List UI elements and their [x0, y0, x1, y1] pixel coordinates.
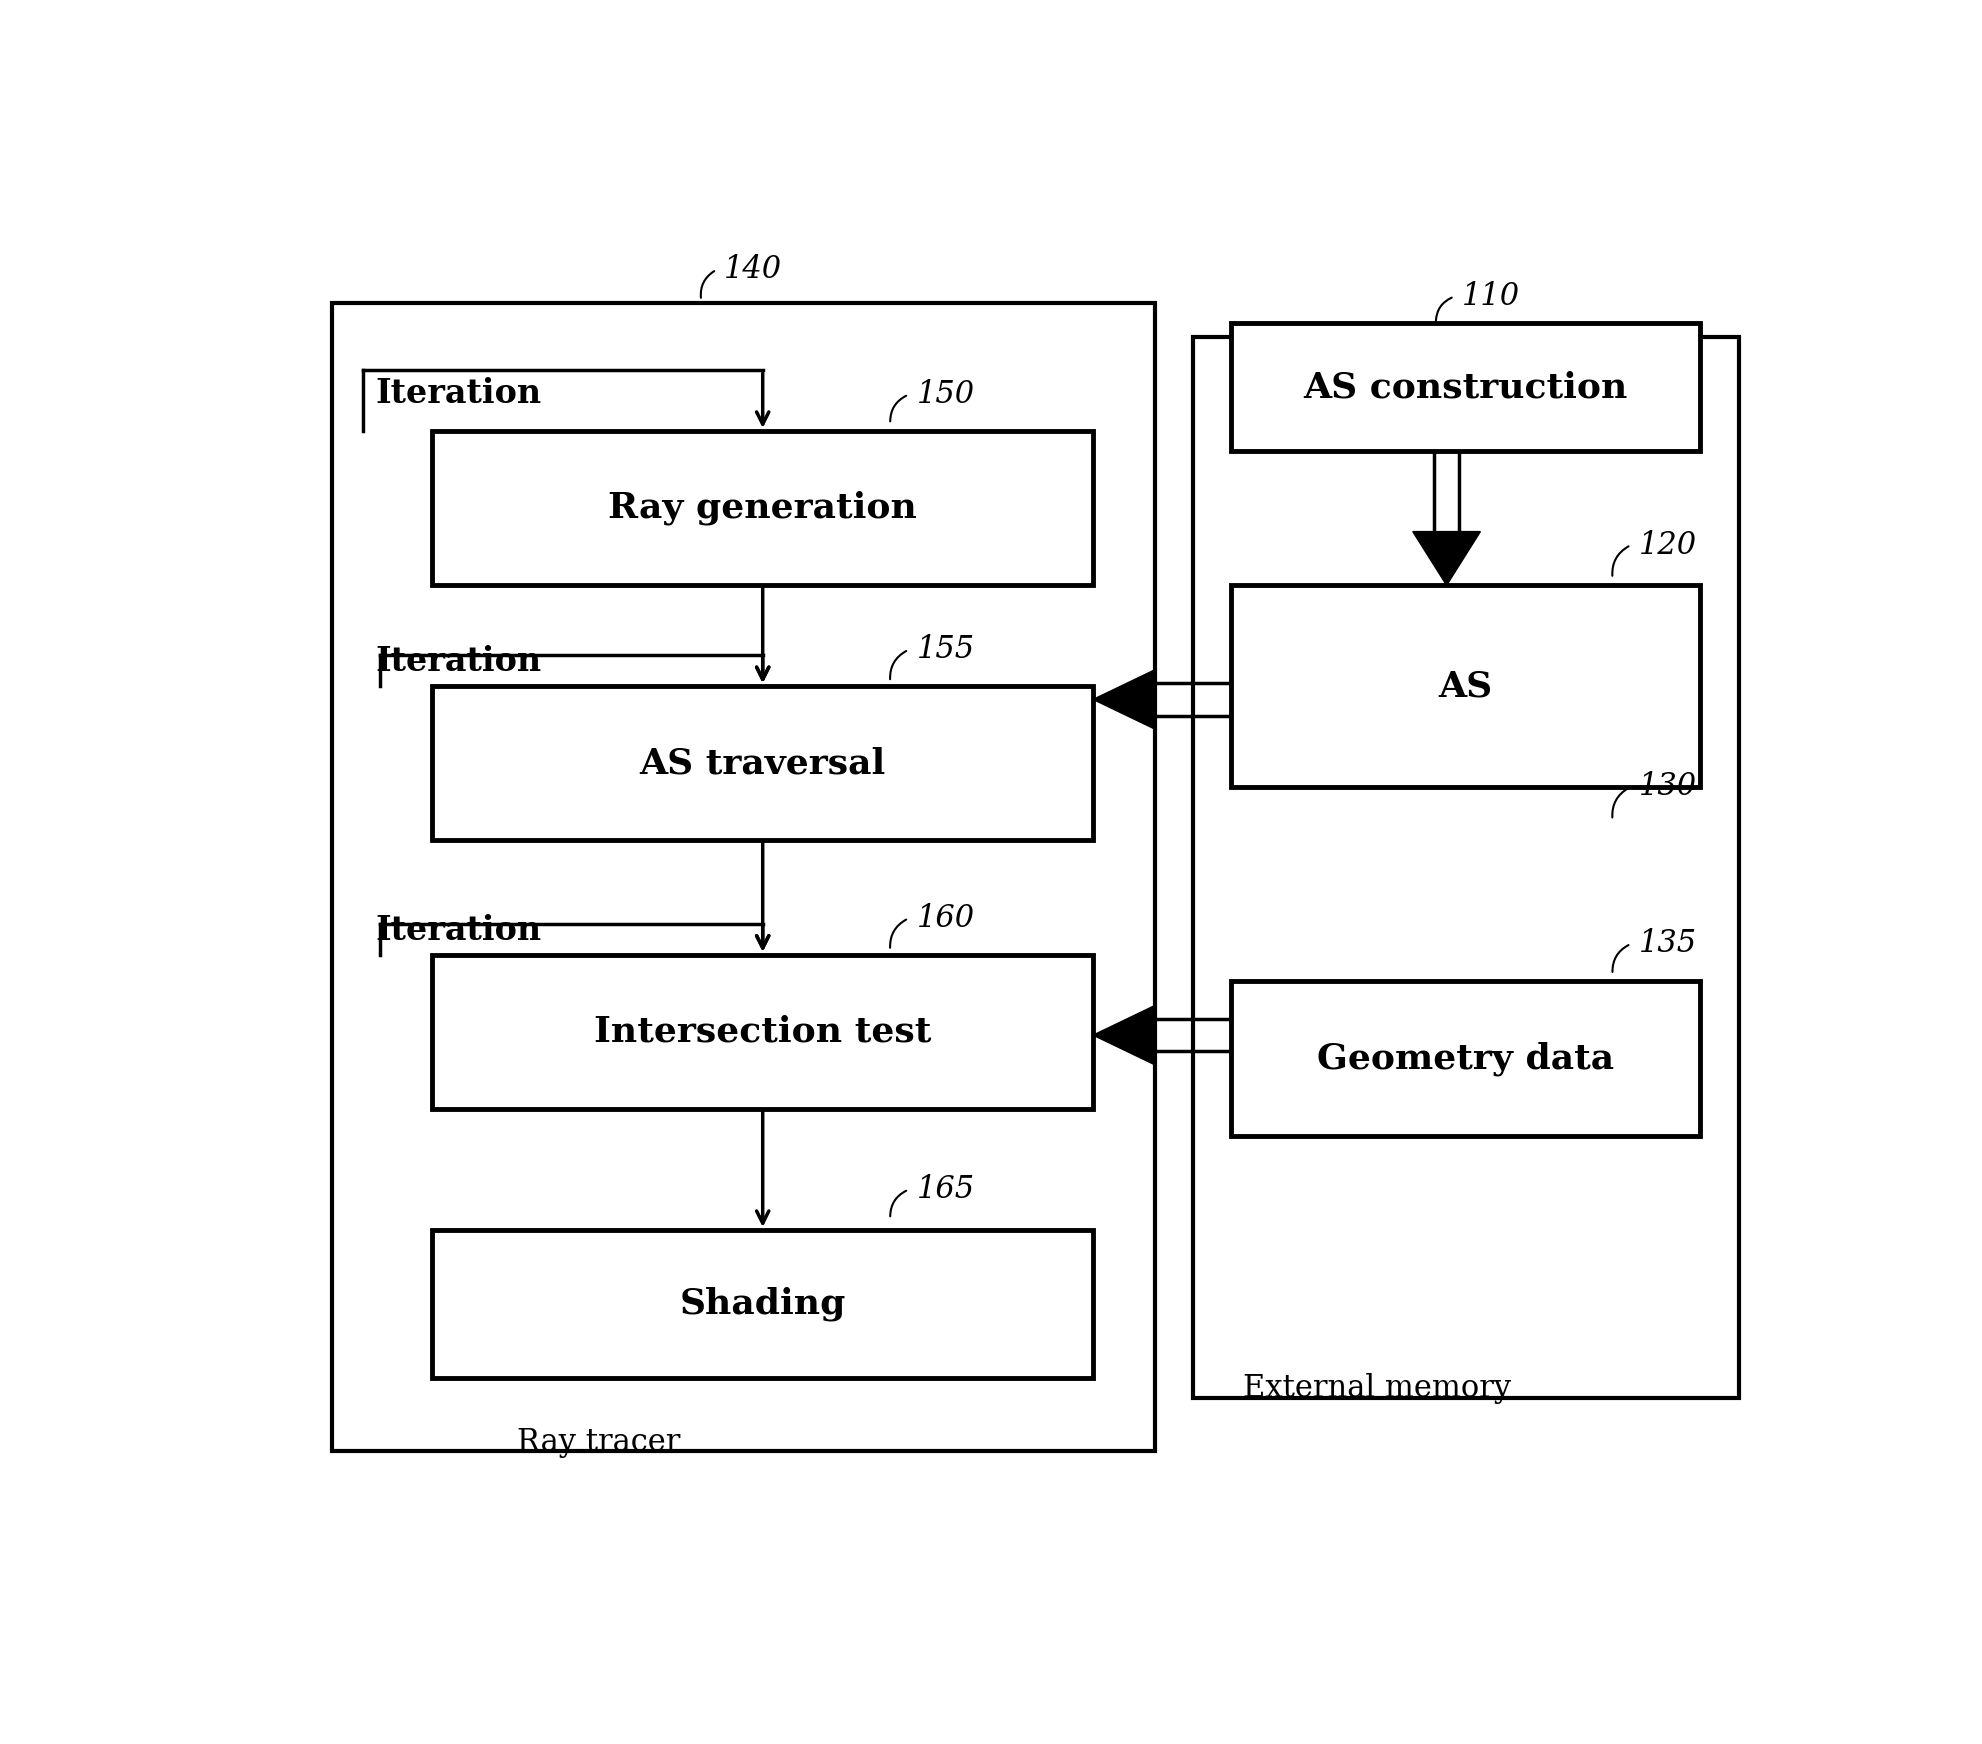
Text: 155: 155 — [916, 635, 973, 664]
Text: Ray generation: Ray generation — [608, 490, 918, 525]
Text: Iteration: Iteration — [375, 377, 541, 410]
Polygon shape — [1092, 1006, 1154, 1064]
Bar — [432, 954, 1092, 1109]
Text: 130: 130 — [1637, 771, 1697, 802]
Text: 140: 140 — [723, 255, 783, 286]
Bar — [1193, 337, 1738, 1397]
Text: 110: 110 — [1461, 281, 1520, 312]
Bar — [333, 303, 1154, 1451]
Polygon shape — [1092, 670, 1154, 729]
Text: External memory: External memory — [1243, 1373, 1510, 1404]
Bar — [1231, 586, 1699, 787]
Text: Ray tracer: Ray tracer — [517, 1427, 680, 1458]
Text: Geometry data: Geometry data — [1316, 1041, 1613, 1076]
Text: AS: AS — [1439, 670, 1492, 703]
Text: Iteration: Iteration — [375, 914, 541, 947]
Polygon shape — [1411, 532, 1481, 586]
Text: 135: 135 — [1637, 928, 1697, 959]
Text: 120: 120 — [1637, 530, 1697, 560]
Bar — [432, 1230, 1092, 1378]
Text: Shading: Shading — [680, 1287, 846, 1320]
Bar — [1231, 982, 1699, 1135]
Text: AS traversal: AS traversal — [640, 746, 886, 780]
Text: 165: 165 — [916, 1174, 973, 1205]
Text: Iteration: Iteration — [375, 645, 541, 678]
Bar — [1231, 323, 1699, 452]
Text: 150: 150 — [916, 378, 973, 410]
Bar — [432, 685, 1092, 841]
Text: 160: 160 — [916, 903, 973, 933]
Text: Intersection test: Intersection test — [595, 1015, 932, 1048]
Text: AS construction: AS construction — [1302, 370, 1627, 405]
Bar — [432, 431, 1092, 586]
